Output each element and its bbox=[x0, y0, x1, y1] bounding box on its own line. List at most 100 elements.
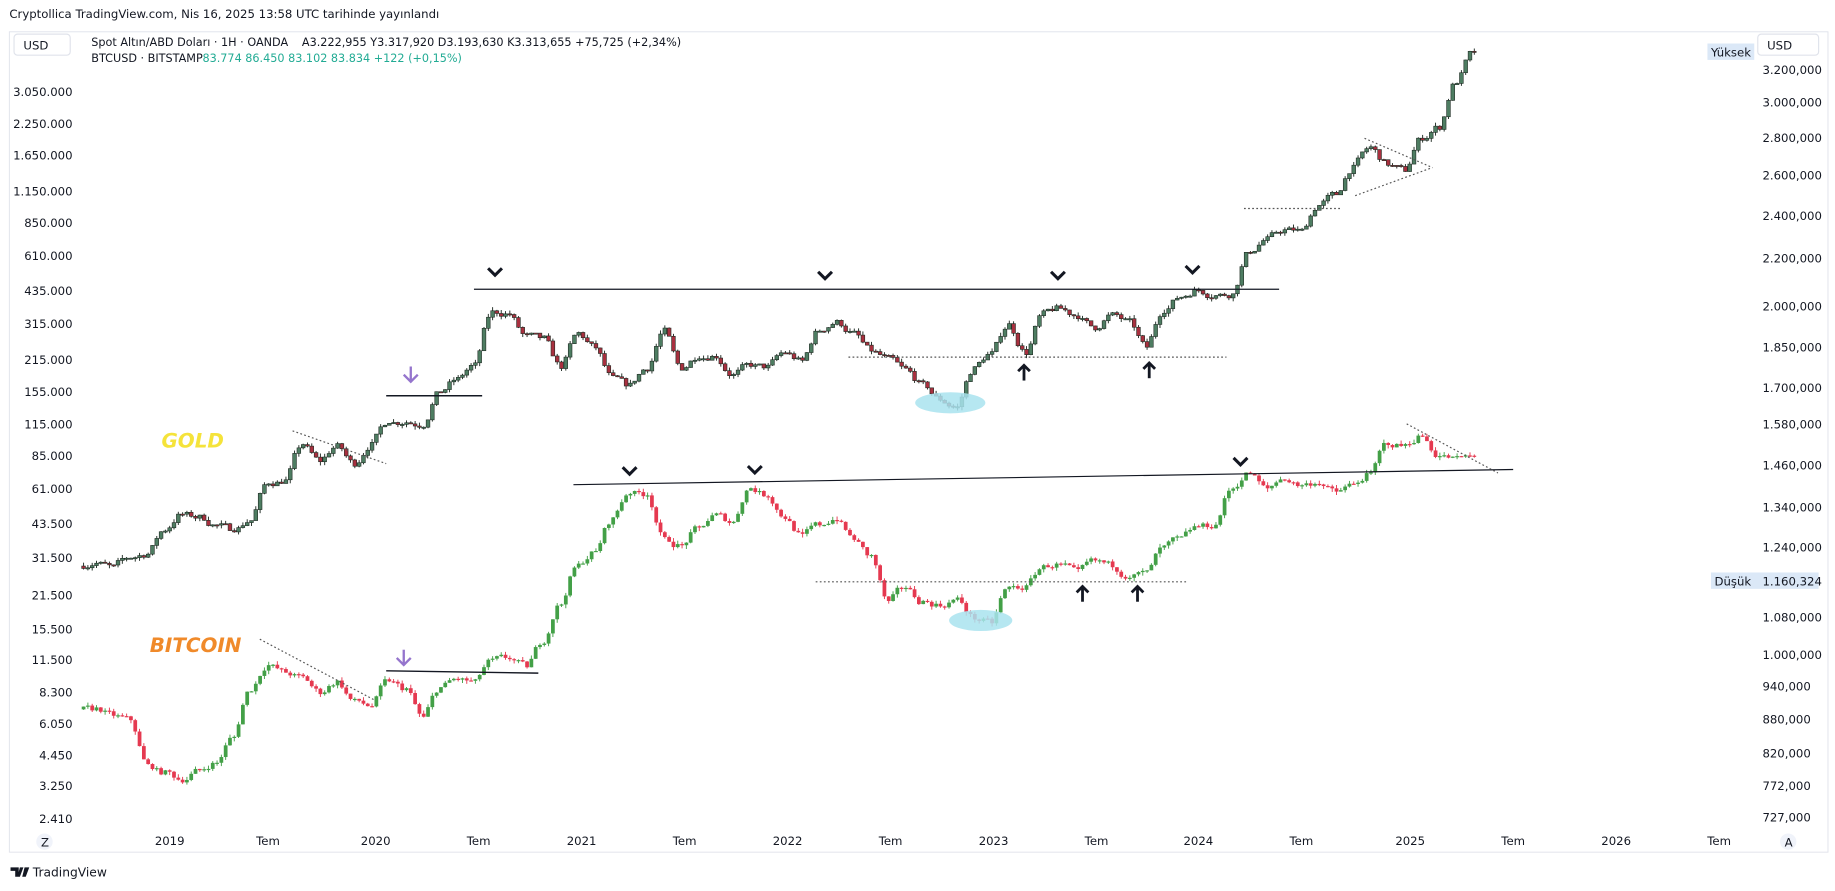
candle bbox=[1403, 164, 1408, 172]
candle bbox=[1123, 317, 1128, 321]
candle bbox=[189, 510, 194, 518]
candle bbox=[1110, 559, 1115, 571]
candle bbox=[891, 591, 895, 602]
candle bbox=[439, 687, 443, 694]
candle bbox=[499, 309, 504, 320]
left-scale-button[interactable] bbox=[36, 833, 53, 850]
btc-resistance-line[interactable] bbox=[573, 468, 1514, 486]
right-price-axis[interactable]: 3.200,000 3.000,000 2.800,000 2.600,000 2.40… bbox=[1762, 63, 1821, 825]
btc-trend-dotted-line[interactable] bbox=[259, 638, 375, 701]
candle bbox=[326, 451, 332, 458]
candle bbox=[382, 424, 388, 428]
candle bbox=[1024, 346, 1029, 359]
candle bbox=[86, 702, 90, 709]
time-axis[interactable]: 2019 Tem 2020 Tem 2021 Tem 2022 Tem 2023 Tem 2024 T… bbox=[155, 834, 1731, 848]
right-currency-button[interactable] bbox=[1757, 33, 1820, 56]
candle bbox=[1084, 317, 1089, 324]
candle bbox=[327, 684, 331, 694]
btc-breakout-line[interactable] bbox=[386, 670, 539, 674]
candle bbox=[1351, 481, 1356, 485]
candle bbox=[847, 328, 853, 334]
btc-legend-values: 83.774 86.450 83.102 83.834 +122 (+0,15%… bbox=[202, 52, 461, 65]
candle bbox=[167, 769, 172, 776]
candle bbox=[1080, 315, 1085, 322]
candle bbox=[1032, 325, 1038, 346]
time-axis-tick: Tem bbox=[255, 834, 280, 848]
candle bbox=[951, 599, 956, 604]
candle bbox=[1416, 137, 1421, 153]
candle bbox=[890, 353, 896, 360]
left-axis-tick: 435.000 bbox=[24, 284, 72, 298]
candle bbox=[503, 311, 508, 319]
candle bbox=[468, 363, 474, 373]
candle bbox=[146, 757, 151, 765]
candle bbox=[1377, 449, 1382, 466]
gold-legend-symbol[interactable]: Spot Altın/ABD Doları · 1H · OANDA bbox=[91, 36, 288, 49]
time-axis-tick: 2019 bbox=[155, 834, 185, 848]
candle bbox=[722, 362, 728, 372]
candle bbox=[860, 331, 866, 344]
left-price-axis[interactable]: 3.050.000 2.250.000 1.650.000 1.150.000 850.… bbox=[13, 85, 72, 826]
candle bbox=[1201, 522, 1205, 529]
candle bbox=[1115, 567, 1119, 575]
right-axis-tick: 2.400,000 bbox=[1762, 209, 1821, 223]
candle bbox=[1119, 312, 1124, 323]
btc-2025-dotted-line[interactable] bbox=[1406, 423, 1499, 474]
candle bbox=[1097, 327, 1102, 332]
candle bbox=[1373, 461, 1378, 475]
candle bbox=[503, 651, 508, 660]
candle bbox=[1269, 230, 1275, 238]
gold-trend-dotted-line[interactable] bbox=[292, 430, 387, 465]
gold-triangle-upper[interactable] bbox=[1364, 137, 1433, 169]
candle bbox=[1455, 453, 1459, 460]
candle bbox=[236, 525, 241, 535]
right-scale-label: A bbox=[1785, 835, 1793, 849]
candle bbox=[288, 670, 293, 679]
low-label: Düşük bbox=[1714, 574, 1751, 588]
candle bbox=[529, 655, 534, 668]
right-axis-tick: 1.000,000 bbox=[1762, 648, 1821, 662]
tradingview-logo[interactable]: TradingView bbox=[10, 866, 107, 880]
candle bbox=[1248, 251, 1253, 255]
chart-pane bbox=[8, 31, 1829, 853]
candle bbox=[947, 599, 951, 609]
candle bbox=[1020, 585, 1025, 593]
candle bbox=[1033, 572, 1038, 581]
candle bbox=[1054, 561, 1059, 571]
candle bbox=[357, 698, 362, 703]
candle bbox=[796, 355, 801, 360]
candle bbox=[701, 525, 706, 528]
candle bbox=[284, 667, 288, 673]
candle bbox=[1360, 151, 1365, 160]
candle bbox=[916, 379, 922, 384]
right-scale-button[interactable] bbox=[1779, 833, 1797, 850]
candle bbox=[886, 596, 891, 604]
candle bbox=[908, 585, 913, 590]
candle bbox=[1270, 485, 1274, 491]
candle bbox=[1037, 568, 1042, 576]
candle bbox=[680, 541, 684, 549]
candle bbox=[1102, 560, 1106, 565]
candle bbox=[654, 343, 659, 363]
candle bbox=[1171, 537, 1175, 545]
candle bbox=[391, 679, 396, 684]
right-axis-tick: 1.340,000 bbox=[1762, 501, 1821, 515]
candle bbox=[1007, 320, 1012, 330]
candle bbox=[361, 697, 366, 706]
left-currency-button[interactable] bbox=[13, 33, 71, 56]
candle bbox=[606, 362, 612, 376]
gold-triangle-lower[interactable] bbox=[1354, 167, 1433, 197]
candle bbox=[1450, 82, 1455, 101]
candle bbox=[895, 585, 900, 598]
candle bbox=[662, 530, 667, 539]
candle bbox=[520, 656, 525, 663]
candle bbox=[1412, 439, 1416, 445]
candle bbox=[387, 677, 392, 683]
candle bbox=[180, 512, 185, 517]
candle bbox=[1222, 495, 1227, 519]
candle bbox=[425, 419, 431, 429]
candle bbox=[417, 422, 422, 430]
candle bbox=[619, 499, 624, 512]
btc-legend-symbol[interactable]: BTCUSD · BITSTAMP bbox=[91, 52, 203, 65]
